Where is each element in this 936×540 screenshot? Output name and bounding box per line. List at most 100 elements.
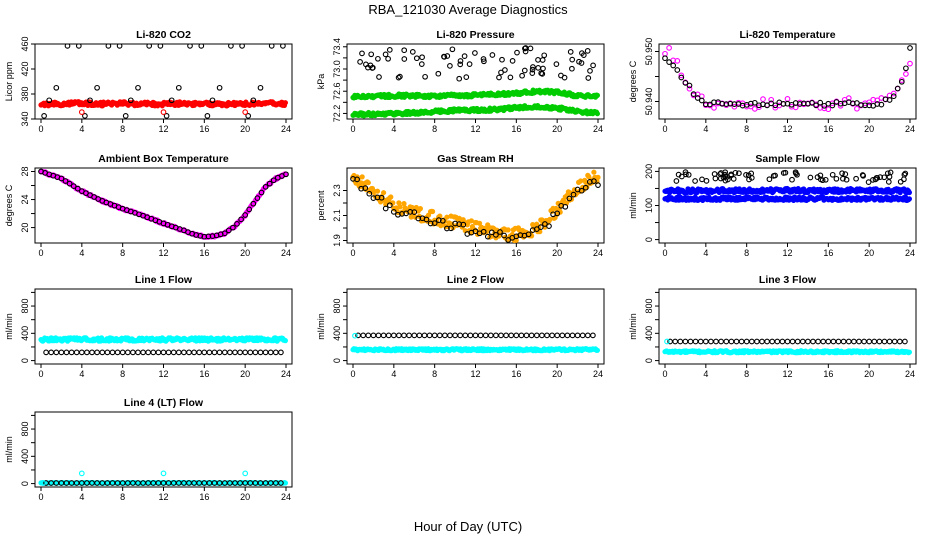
data-point [906,189,913,196]
data-point [541,52,548,59]
data-point [480,56,487,62]
x-tick-label: 16 [823,124,833,134]
data-point [456,75,463,82]
data-point [282,480,289,486]
plot-points [38,335,289,356]
data-point [507,74,514,81]
data-point [457,58,464,64]
series-2 [667,338,908,345]
panel-title: Line 4 (LT) Flow [124,397,204,409]
data-point [594,111,601,117]
data-point [401,47,408,54]
data-point [477,332,484,339]
x-tick-label: 0 [350,369,355,379]
data-point [82,113,88,119]
data-point [678,74,685,81]
data-point [774,338,781,345]
data-point [586,174,592,180]
data-point [501,232,507,239]
data-point [590,332,596,339]
data-point [784,338,791,345]
data-point [907,45,913,51]
data-point [416,332,423,339]
data-point [898,78,905,85]
data-point [894,85,901,92]
x-tick-label: 12 [158,124,168,134]
data-point [702,338,709,345]
data-point [66,180,73,187]
x-tick-label: 12 [158,369,168,379]
data-point [94,480,100,486]
data-point [94,84,100,91]
data-point [496,74,502,81]
data-point [359,50,365,57]
figure-x-axis-label: Hour of Day (UTC) [414,519,522,534]
series-3 [664,338,670,345]
y-axis-label: percent [316,190,326,221]
panel-title: Li-820 Temperature [739,29,835,41]
data-point [375,332,382,339]
data-point [829,171,836,178]
data-point [109,349,116,356]
data-point [876,338,883,345]
data-point [78,109,85,115]
data-point [856,338,862,345]
data-point [690,91,697,97]
x-tick-label: 0 [350,248,355,258]
data-point [901,171,908,178]
y-tick-label: 0 [20,358,30,363]
data-point [513,332,520,339]
y-tick-label: 200 [644,164,654,179]
series-3 [40,470,249,486]
data-point [851,338,857,345]
data-point [530,64,536,70]
data-point [554,210,561,217]
data-point [386,47,393,53]
data-point [692,178,698,184]
plot-points [350,169,601,243]
data-point [430,208,436,215]
data-point [687,338,694,345]
data-point [242,470,249,477]
x-tick-label: 16 [511,369,521,379]
data-point [760,96,766,102]
x-tick-label: 0 [38,492,43,502]
data-point [238,216,244,223]
data-point [75,44,82,49]
y-tick-label: 100 [644,198,654,213]
data-point [567,49,574,55]
x-tick-label: 12 [782,124,792,134]
data-point [94,349,100,356]
data-point [216,84,223,91]
data-point [48,349,55,356]
data-point [462,332,469,339]
x-tick-label: 8 [120,492,125,502]
data-point [595,174,601,180]
data-point [160,470,167,477]
data-point [595,182,601,188]
data-point [866,102,873,109]
panel-title: Line 3 Flow [759,274,817,286]
data-point [354,176,360,183]
data-point [896,338,903,345]
data-point [360,332,367,339]
data-point [881,174,888,181]
data-point [807,174,814,181]
data-point [146,44,153,49]
y-tick-label: 0 [644,358,654,363]
x-tick-label: 0 [38,248,43,258]
plot-points [350,45,601,119]
y-tick-label: 0 [20,481,30,486]
data-point [234,221,240,227]
data-point [413,55,420,62]
data-point [738,338,745,345]
data-point [165,349,172,356]
data-point [232,349,238,356]
data-point [539,57,546,63]
data-point [374,188,381,194]
data-point [903,71,909,77]
data-point [694,95,701,101]
y-tick-label: 1.9 [332,234,342,247]
data-point [484,233,491,240]
x-tick-label: 0 [350,124,355,134]
